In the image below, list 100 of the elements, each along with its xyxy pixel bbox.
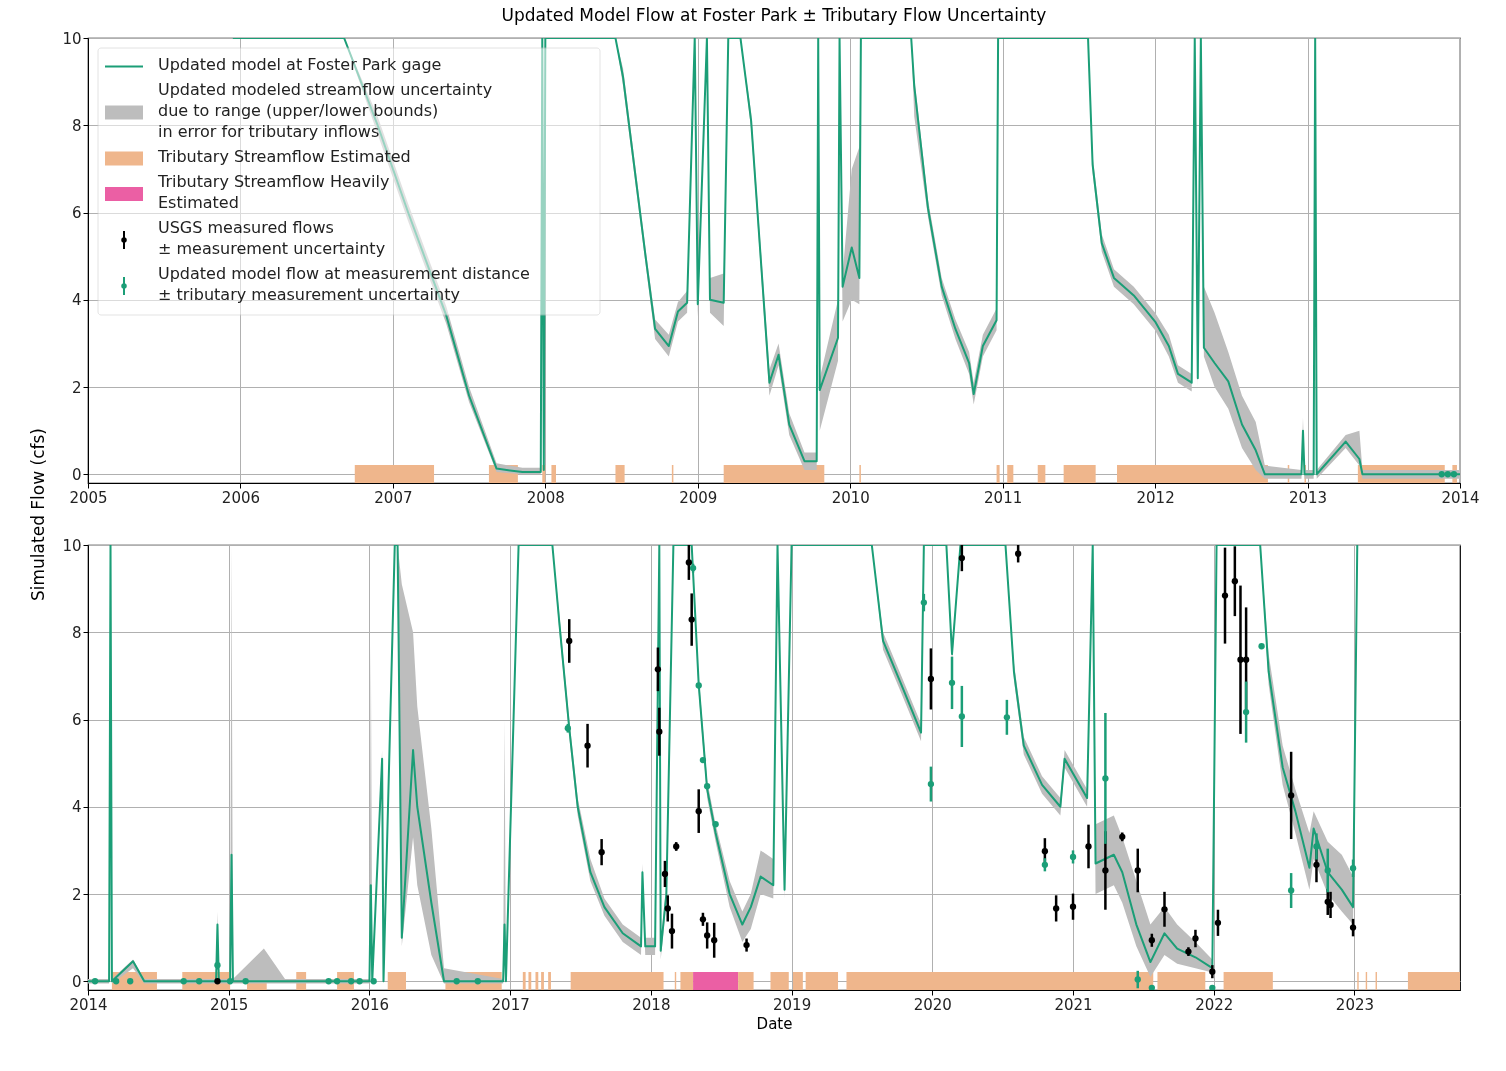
point [958,713,966,720]
point [1014,550,1022,557]
x-tick-label: 2021 [1054,995,1093,1014]
y-tick-label: 10 [62,536,82,555]
x-tick-label: 2009 [679,488,718,507]
y-tick-label: 8 [71,116,82,135]
point [584,742,591,749]
point [927,780,935,788]
y-axis-title: Simulated Flow (cfs) [28,428,49,601]
x-tick-label: 2012 [1136,488,1175,507]
point [704,932,711,939]
legend-label: Updated modeled streamflow uncertainty due to range (upper/lower bounds) in error for tributary inflows [158,80,493,141]
point [1242,708,1250,716]
point [1258,643,1265,650]
point [654,666,662,673]
point [1148,937,1155,944]
x-tick-label: 2023 [1335,995,1375,1014]
point [598,848,605,856]
point [1192,935,1199,942]
y-tick-label: 10 [62,29,82,48]
point [1349,924,1357,931]
point [668,927,676,935]
point [1102,775,1109,782]
point [664,905,671,912]
point [1041,861,1049,868]
point [1313,843,1320,850]
point [453,978,460,985]
point [1242,656,1250,663]
legend-label: Updated model flow at measurement distance ± tributary measurement uncertainty [158,264,530,304]
point [325,978,332,985]
point [1313,861,1320,868]
y-tick-label: 8 [71,623,82,642]
point [1085,843,1092,850]
y-tick-label: 6 [71,204,82,223]
legend-label: Tributary Streamflow Estimated [157,147,411,166]
point [1052,905,1060,912]
x-tick-label: 2016 [350,995,390,1014]
point [333,978,341,985]
chart-title: Updated Model Flow at Foster Park ± Tributary Flow Uncertainty [501,5,1047,25]
y-tick-label: 6 [71,711,82,730]
point [370,978,377,985]
x-tick-label: 2014 [69,995,108,1014]
point [180,978,187,985]
point [699,756,707,764]
point [695,807,702,815]
point [1161,906,1168,913]
point [1237,656,1244,663]
point [347,978,355,985]
x-axis-title: Date [756,1014,793,1033]
x-tick-label: 2018 [632,995,671,1014]
point [685,559,693,566]
point [656,728,663,735]
y-tick-label: 4 [71,291,82,310]
point [1148,984,1155,990]
point [711,937,718,944]
legend-label: USGS measured flows ± measurement uncertainty [158,218,386,258]
x-tick-label: 2022 [1195,995,1234,1014]
point [1221,592,1229,599]
legend-label: Tributary Streamflow Heavily Estimated [157,172,390,212]
point [474,978,481,985]
point [704,783,711,790]
x-tick-label: 2017 [491,995,530,1014]
point [1287,792,1295,799]
point [695,682,702,689]
x-tick-label: 2020 [913,995,952,1014]
x-tick-label: 2010 [831,488,870,507]
point [699,916,707,923]
y-tick-label: 2 [71,885,82,904]
point [112,978,120,985]
point [712,821,719,828]
x-tick-label: 2015 [210,995,249,1014]
point [242,978,249,985]
point [688,616,695,623]
x-tick-label: 2005 [69,488,108,507]
point [948,679,956,687]
point [1003,714,1011,721]
y-tick-label: 2 [71,378,82,397]
y-tick-label: 0 [71,972,82,991]
point [661,870,669,878]
point [1041,848,1049,855]
point [1069,903,1077,910]
point [127,978,134,985]
point [91,978,99,985]
point [1214,919,1222,926]
point [1349,865,1357,872]
x-tick-label: 2014 [1441,488,1480,507]
x-tick-label: 2006 [221,488,261,507]
point [1324,867,1331,874]
y-tick-label: 4 [71,798,82,817]
point [1231,578,1239,585]
point [1102,867,1109,874]
point [1134,976,1141,983]
y-tick-label: 0 [71,465,82,484]
legend-label: Updated model at Foster Park gage [158,55,442,74]
x-tick-label: 2007 [374,488,413,507]
point [1209,984,1216,990]
point [920,599,928,606]
point [958,554,966,562]
point [1287,887,1295,894]
point [1134,867,1141,874]
